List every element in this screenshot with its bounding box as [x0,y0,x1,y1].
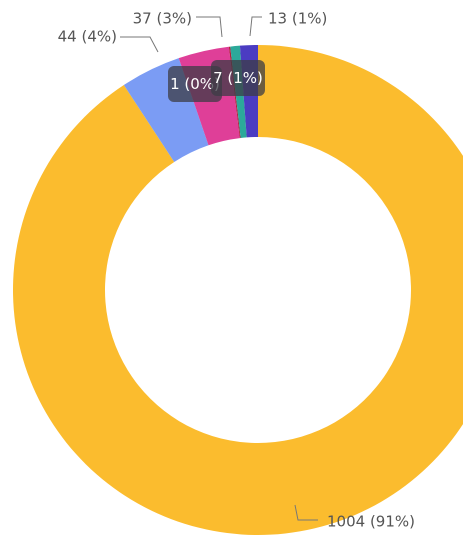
leader-line [249,16,262,37]
donut-slice [13,45,463,535]
leader-line [120,36,159,53]
slice-label: 13 (1%) [268,10,327,28]
slice-label: 44 (4%) [58,28,117,46]
slice-label: 37 (3%) [133,10,192,28]
leader-line [196,16,223,38]
slice-label: 7 (1%) [211,60,265,96]
slice-label: 1004 (91%) [327,513,415,531]
leader-line [294,504,318,521]
